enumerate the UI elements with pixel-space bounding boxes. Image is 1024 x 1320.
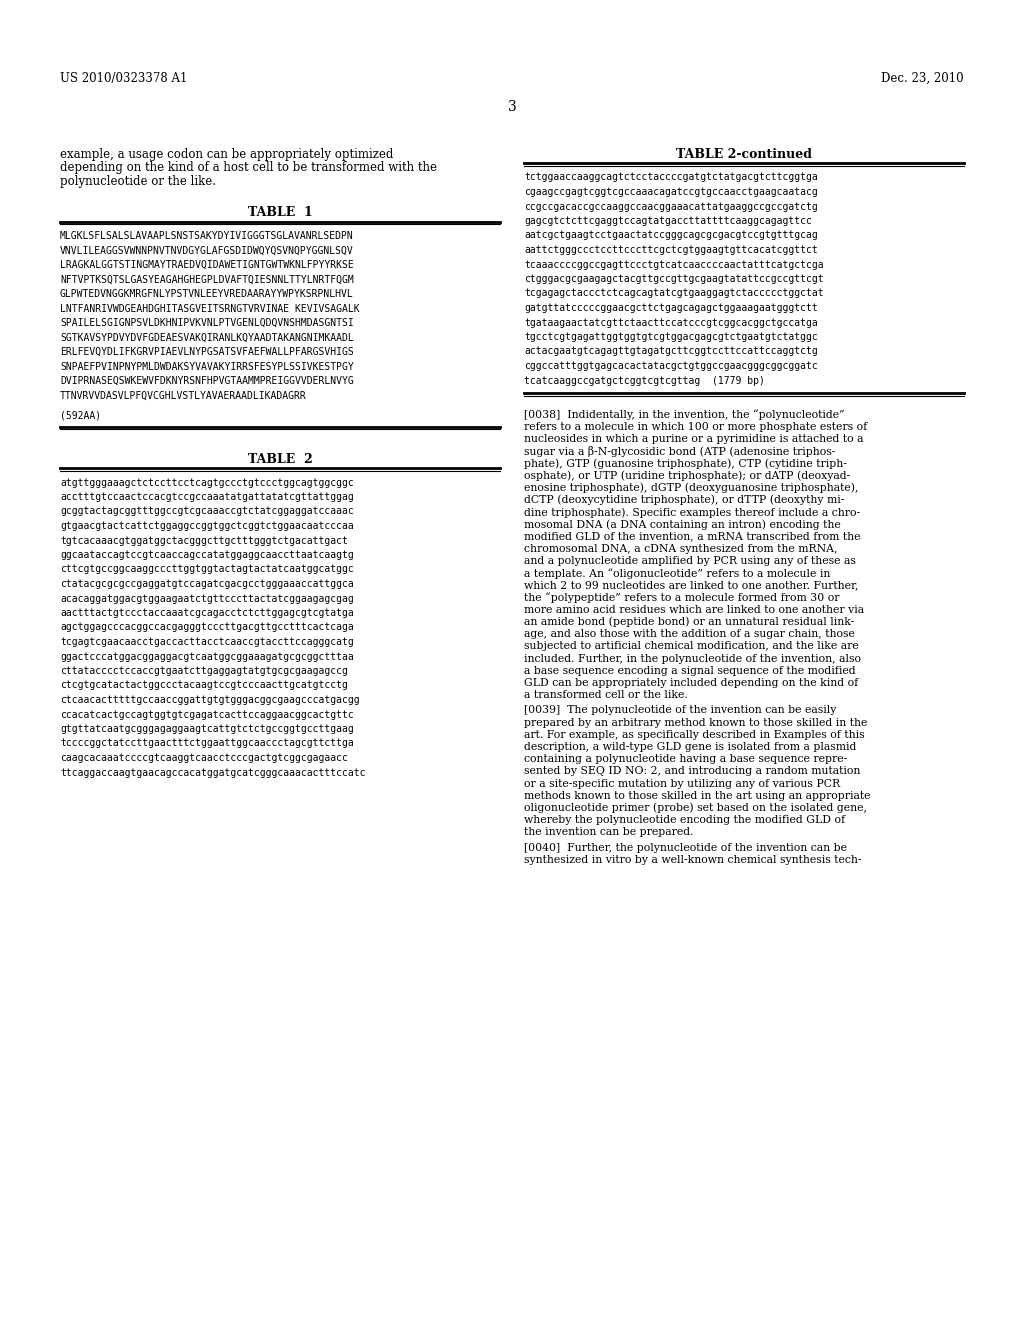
Text: a template. An “oligonucleotide” refers to a molecule in: a template. An “oligonucleotide” refers … [524,568,830,579]
Text: sented by SEQ ID NO: 2, and introducing a random mutation: sented by SEQ ID NO: 2, and introducing … [524,767,860,776]
Text: agctggagcccacggccacgagggtcccttgacgttgcctttcactcaga: agctggagcccacggccacgagggtcccttgacgttgcct… [60,623,353,632]
Text: LRAGKALGGTSTINGMAYTRAEDVQIDAWETIGNTGWTWKNLFPYYRKSE: LRAGKALGGTSTINGMAYTRAEDVQIDAWETIGNTGWTWK… [60,260,353,271]
Text: ccgccgacaccgccaaggccaacggaaacattatgaaggccgccgatctg: ccgccgacaccgccaaggccaacggaaacattatgaaggc… [524,202,818,211]
Text: cgaagccgagtcggtcgccaaacagatccgtgccaacctgaagcaatacg: cgaagccgagtcggtcgccaaacagatccgtgccaacctg… [524,187,818,197]
Text: acacaggatggacgtggaagaatctgttcccttactatcggaagagcgag: acacaggatggacgtggaagaatctgttcccttactatcg… [60,594,353,603]
Text: art. For example, as specifically described in Examples of this: art. For example, as specifically descri… [524,730,864,739]
Text: example, a usage codon can be appropriately optimized: example, a usage codon can be appropriat… [60,148,393,161]
Text: osphate), or UTP (uridine triphosphate); or dATP (deoxyad-: osphate), or UTP (uridine triphosphate);… [524,470,850,480]
Text: tgataagaactatcgttctaacttccatcccgtcggcacggctgccatga: tgataagaactatcgttctaacttccatcccgtcggcacg… [524,318,818,327]
Text: whereby the polynucleotide encoding the modified GLD of: whereby the polynucleotide encoding the … [524,816,845,825]
Text: a base sequence encoding a signal sequence of the modified: a base sequence encoding a signal sequen… [524,665,856,676]
Text: prepared by an arbitrary method known to those skilled in the: prepared by an arbitrary method known to… [524,718,867,727]
Text: NFTVPTKSQTSLGASYEAGAHGHEGPLDVAFTQIESNNLTTYLNRTFQGM: NFTVPTKSQTSLGASYEAGAHGHEGPLDVAFTQIESNNLT… [60,275,353,285]
Text: [0040]  Further, the polynucleotide of the invention can be: [0040] Further, the polynucleotide of th… [524,842,847,853]
Text: ggactcccatggacggaggacgtcaatggcggaaagatgcgcggctttaa: ggactcccatggacggaggacgtcaatggcggaaagatgc… [60,652,353,661]
Text: TABLE 2-continued: TABLE 2-continued [676,148,812,161]
Text: tgcctcgtgagattggtggtgtcgtggacgagcgtctgaatgtctatggc: tgcctcgtgagattggtggtgtcgtggacgagcgtctgaa… [524,333,818,342]
Text: the “polypeptide” refers to a molecule formed from 30 or: the “polypeptide” refers to a molecule f… [524,593,840,603]
Text: TTNVRVVDASVLPFQVCGHLVSTLYAVAERAADLIKADAGRR: TTNVRVVDASVLPFQVCGHLVSTLYAVAERAADLIKADAG… [60,391,307,400]
Text: [0039]  The polynucleotide of the invention can be easily: [0039] The polynucleotide of the inventi… [524,705,837,715]
Text: aattctgggccctccttcccttcgctcgtggaagtgttcacatcggttct: aattctgggccctccttcccttcgctcgtggaagtgttca… [524,246,818,255]
Text: ctcgtgcatactactggccctacaagtccgtcccaacttgcatgtcctg: ctcgtgcatactactggccctacaagtccgtcccaacttg… [60,681,348,690]
Text: which 2 to 99 nucleotides are linked to one another. Further,: which 2 to 99 nucleotides are linked to … [524,581,858,590]
Text: actacgaatgtcagagttgtagatgcttcggtccttccattccaggtctg: actacgaatgtcagagttgtagatgcttcggtccttccat… [524,346,818,356]
Text: ttcaggaccaagtgaacagccacatggatgcatcgggcaaacactttccatc: ttcaggaccaagtgaacagccacatggatgcatcgggcaa… [60,767,366,777]
Text: cttatacccctccaccgtgaatcttgaggagtatgtgcgcgaagagccg: cttatacccctccaccgtgaatcttgaggagtatgtgcgc… [60,667,348,676]
Text: (592AA): (592AA) [60,411,101,420]
Text: DVIPRNASEQSWKEWVFDKNYRSNFHPVGTAAMMPREIGGVVDERLNVYG: DVIPRNASEQSWKEWVFDKNYRSNFHPVGTAAMMPREIGG… [60,376,353,385]
Text: chromosomal DNA, a cDNA synthesized from the mRNA,: chromosomal DNA, a cDNA synthesized from… [524,544,838,553]
Text: dCTP (deoxycytidine triphosphate), or dTTP (deoxythy mi-: dCTP (deoxycytidine triphosphate), or dT… [524,495,845,506]
Text: VNVLILEAGGSVWNNPNVTNVDGYGLAFGSDIDWQYQSVNQPYGGNLSQV: VNVLILEAGGSVWNNPNVTNVDGYGLAFGSDIDWQYQSVN… [60,246,353,256]
Text: methods known to those skilled in the art using an appropriate: methods known to those skilled in the ar… [524,791,870,801]
Text: gtgaacgtactcattctggaggccggtggctcggtctggaacaatcccaa: gtgaacgtactcattctggaggccggtggctcggtctgga… [60,521,353,531]
Text: GLPWTEDVNGGKMRGFNLYPSTVNLEEYVREDAARAYYWPYKSRPNLHVL: GLPWTEDVNGGKMRGFNLYPSTVNLEEYVREDAARAYYWP… [60,289,353,300]
Text: ccacatcactgccagtggtgtcgagatcacttccaggaacggcactgttc: ccacatcactgccagtggtgtcgagatcacttccaggaac… [60,710,353,719]
Text: tctggaaccaaggcagtctcctaccccgatgtctatgacgtcttcggtga: tctggaaccaaggcagtctcctaccccgatgtctatgacg… [524,173,818,182]
Text: US 2010/0323378 A1: US 2010/0323378 A1 [60,73,187,84]
Text: tcaaaccccggccgagttccctgtcatcaaccccaactatttcatgctcga: tcaaaccccggccgagttccctgtcatcaaccccaactat… [524,260,823,269]
Text: MLGKLSFLSALSLAVAAPLSNSTSAKYDYIVIGGGTSGLAVANRLSEDPN: MLGKLSFLSALSLAVAAPLSNSTSAKYDYIVIGGGTSGLA… [60,231,353,242]
Text: ctcaacactttttgccaaccggattgtgtgggacggcgaagcccatgacgg: ctcaacactttttgccaaccggattgtgtgggacggcgaa… [60,696,359,705]
Text: tcgagtcgaacaacctgaccacttacctcaaccgtaccttccagggcatg: tcgagtcgaacaacctgaccacttacctcaaccgtacctt… [60,638,353,647]
Text: [0038]  Indidentally, in the invention, the “polynucleotide”: [0038] Indidentally, in the invention, t… [524,409,845,420]
Text: dine triphosphate). Specific examples thereof include a chro-: dine triphosphate). Specific examples th… [524,507,860,517]
Text: tcatcaaggccgatgctcggtcgtcgttag  (1779 bp): tcatcaaggccgatgctcggtcgtcgttag (1779 bp) [524,375,765,385]
Text: tccccggctatccttgaactttctggaattggcaaccctagcgttcttga: tccccggctatccttgaactttctggaattggcaacccta… [60,738,353,748]
Text: Dec. 23, 2010: Dec. 23, 2010 [882,73,964,84]
Text: aatcgctgaagtcctgaactatccgggcagcgcgacgtccgtgtttgcag: aatcgctgaagtcctgaactatccgggcagcgcgacgtcc… [524,231,818,240]
Text: GLD can be appropriately included depending on the kind of: GLD can be appropriately included depend… [524,678,858,688]
Text: tgtcacaaacgtggatggctacgggcttgctttgggtctgacattgact: tgtcacaaacgtggatggctacgggcttgctttgggtctg… [60,536,348,545]
Text: nucleosides in which a purine or a pyrimidine is attached to a: nucleosides in which a purine or a pyrim… [524,434,863,444]
Text: included. Further, in the polynucleotide of the invention, also: included. Further, in the polynucleotide… [524,653,861,664]
Text: enosine triphosphate), dGTP (deoxyguanosine triphosphate),: enosine triphosphate), dGTP (deoxyguanos… [524,483,858,494]
Text: ggcaataccagtccgtcaaccagccatatggaggcaaccttaatcaagtg: ggcaataccagtccgtcaaccagccatatggaggcaacct… [60,550,353,560]
Text: 3: 3 [508,100,516,114]
Text: synthesized in vitro by a well-known chemical synthesis tech-: synthesized in vitro by a well-known che… [524,855,861,865]
Text: containing a polynucleotide having a base sequence repre-: containing a polynucleotide having a bas… [524,754,847,764]
Text: the invention can be prepared.: the invention can be prepared. [524,828,693,837]
Text: mosomal DNA (a DNA containing an intron) encoding the: mosomal DNA (a DNA containing an intron)… [524,519,841,529]
Text: refers to a molecule in which 100 or more phosphate esters of: refers to a molecule in which 100 or mor… [524,421,867,432]
Text: gatgttatcccccggaacgcttctgagcagagctggaaagaatgggtctt: gatgttatcccccggaacgcttctgagcagagctggaaag… [524,304,818,313]
Text: ERLFEVQYDLIFKGRVPIAEVLNYPGSATSVFAEFWALLPFARGSVHIGS: ERLFEVQYDLIFKGRVPIAEVLNYPGSATSVFAEFWALLP… [60,347,353,356]
Text: atgttgggaaagctctccttcctcagtgccctgtccctggcagtggcggc: atgttgggaaagctctccttcctcagtgccctgtccctgg… [60,478,353,487]
Text: or a site-specific mutation by utilizing any of various PCR: or a site-specific mutation by utilizing… [524,779,840,788]
Text: caagcacaaatccccgtcaaggtcaacctcccgactgtcggcgagaacc: caagcacaaatccccgtcaaggtcaacctcccgactgtcg… [60,752,348,763]
Text: ctgggacgcgaagagctacgttgccgttgcgaagtatattccgccgttcgt: ctgggacgcgaagagctacgttgccgttgcgaagtatatt… [524,275,823,284]
Text: a transformed cell or the like.: a transformed cell or the like. [524,690,688,700]
Text: depending on the kind of a host cell to be transformed with the: depending on the kind of a host cell to … [60,161,437,174]
Text: description, a wild-type GLD gene is isolated from a plasmid: description, a wild-type GLD gene is iso… [524,742,856,752]
Text: modified GLD of the invention, a mRNA transcribed from the: modified GLD of the invention, a mRNA tr… [524,532,860,541]
Text: acctttgtccaactccacgtccgccaaatatgattatatcgttattggag: acctttgtccaactccacgtccgccaaatatgattatatc… [60,492,353,502]
Text: more amino acid residues which are linked to one another via: more amino acid residues which are linke… [524,605,864,615]
Text: TABLE  2: TABLE 2 [248,453,312,466]
Text: ctatacgcgcgccgaggatgtccagatcgacgcctgggaaaccattggca: ctatacgcgcgccgaggatgtccagatcgacgcctgggaa… [60,579,353,589]
Text: an amide bond (peptide bond) or an unnatural residual link-: an amide bond (peptide bond) or an unnat… [524,616,854,627]
Text: sugar via a β-N-glycosidic bond (ATP (adenosine triphos-: sugar via a β-N-glycosidic bond (ATP (ad… [524,446,836,457]
Text: tcgagagctaccctctcagcagtatcgtgaaggagtctaccccctggctat: tcgagagctaccctctcagcagtatcgtgaaggagtctac… [524,289,823,298]
Text: oligonucleotide primer (probe) set based on the isolated gene,: oligonucleotide primer (probe) set based… [524,803,867,813]
Text: gcggtactagcggtttggccgtcgcaaaccgtctatcggaggatccaaac: gcggtactagcggtttggccgtcgcaaaccgtctatcgga… [60,507,353,516]
Text: SNPAEFPVINPNYPMLDWDAKSYVAVAKYIRRSFESYPLSSIVKESTPGY: SNPAEFPVINPNYPMLDWDAKSYVAVAKYIRRSFESYPLS… [60,362,353,371]
Text: gagcgtctcttcgaggtccagtatgaccttattttcaaggcagagttcc: gagcgtctcttcgaggtccagtatgaccttattttcaagg… [524,216,812,226]
Text: LNTFANRIVWDGEAHDGHITASGVEITSRNGTVRVINAE KEVIVSAGALK: LNTFANRIVWDGEAHDGHITASGVEITSRNGTVRVINAE … [60,304,359,314]
Text: SPAILELSGIGNPSVLDKHNIPVKVNLPTVGENLQDQVNSHMDASGNTSI: SPAILELSGIGNPSVLDKHNIPVKVNLPTVGENLQDQVNS… [60,318,353,327]
Text: polynucleotide or the like.: polynucleotide or the like. [60,176,216,187]
Text: subjected to artificial chemical modification, and the like are: subjected to artificial chemical modific… [524,642,859,651]
Text: age, and also those with the addition of a sugar chain, those: age, and also those with the addition of… [524,630,855,639]
Text: SGTKAVSYPDVYDVFGDEAESVAKQIRANLKQYAADTAKANGNIMKAADL: SGTKAVSYPDVYDVFGDEAESVAKQIRANLKQYAADTAKA… [60,333,353,342]
Text: TABLE  1: TABLE 1 [248,206,312,219]
Text: phate), GTP (guanosine triphosphate), CTP (cytidine triph-: phate), GTP (guanosine triphosphate), CT… [524,458,847,469]
Text: cttcgtgccggcaaggcccttggtggtactagtactatcaatggcatggc: cttcgtgccggcaaggcccttggtggtactagtactatca… [60,565,353,574]
Text: gtgttatcaatgcgggagaggaagtcattgtctctgccggtgccttgaag: gtgttatcaatgcgggagaggaagtcattgtctctgccgg… [60,723,353,734]
Text: and a polynucleotide amplified by PCR using any of these as: and a polynucleotide amplified by PCR us… [524,556,856,566]
Text: cggccatttggtgagcacactatacgctgtggccgaacgggcggcggatc: cggccatttggtgagcacactatacgctgtggccgaacgg… [524,360,818,371]
Text: aactttactgtccctaccaaatcgcagacctctcttggagcgtcgtatga: aactttactgtccctaccaaatcgcagacctctcttggag… [60,609,353,618]
